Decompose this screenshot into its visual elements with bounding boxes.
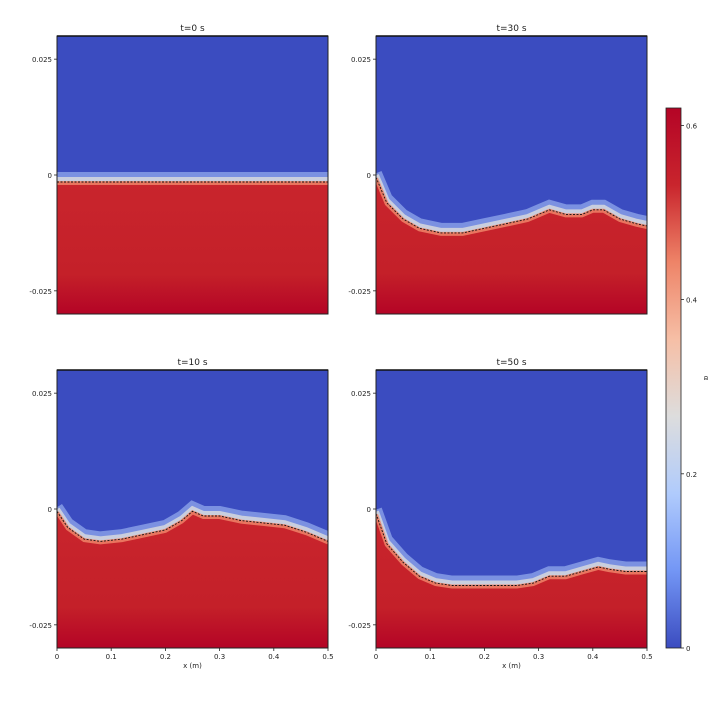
x-tick-label: 0.1 (106, 653, 117, 661)
x-tick-label: 0.3 (533, 653, 544, 661)
x-axis-label: x (m) (183, 662, 202, 670)
panel-3: t=10 s 0.025 0 -0.025 0 0.1 0.2 0.3 0.4 0.5 x (m) (29, 358, 333, 670)
x-tick-label: 0.2 (479, 653, 490, 661)
colorbar-tick-label: 0.6 (686, 122, 698, 130)
x-tick-label: 0.5 (322, 653, 333, 661)
x-tick-label: 0 (55, 653, 59, 661)
panel-title: t=50 s (496, 358, 526, 368)
x-tick-label: 0.3 (214, 653, 225, 661)
panel-title: t=10 s (177, 358, 207, 368)
panel-2: t=30 s 0.025 0 -0.025 (348, 24, 648, 315)
y-tick-label: 0.025 (32, 56, 52, 64)
y-tick-label: 0.025 (32, 390, 52, 398)
interface-white-band (376, 174, 647, 234)
x-tick-label: 0.1 (425, 653, 436, 661)
y-tick-label: 0 (48, 172, 52, 180)
colorbar-tick-label: 0.4 (686, 297, 698, 305)
interface-line (376, 177, 647, 234)
interface-orange-band (376, 513, 647, 589)
y-tick-label: 0.025 (351, 390, 371, 398)
lower-region (57, 511, 328, 648)
panel-title: t=0 s (180, 24, 205, 34)
colorbar: 0 0.2 0.4 0.6 α (665, 107, 710, 653)
y-tick-label: -0.025 (29, 622, 52, 630)
x-tick-label: 0.4 (587, 653, 599, 661)
interface-line (376, 513, 647, 586)
colorbar-label: α (702, 376, 710, 381)
interface-white-band (376, 510, 647, 587)
interface-orange-band (376, 177, 647, 236)
x-tick-label: 0.4 (268, 653, 280, 661)
x-axis-label: x (m) (502, 662, 521, 670)
lower-region (57, 182, 328, 314)
panel-4: t=50 s 0.025 0 -0.025 0 0.1 0.2 0.3 0.4 0.5 x (m) (348, 358, 652, 670)
panel-title: t=30 s (496, 24, 526, 34)
x-tick-label: 0.2 (160, 653, 171, 661)
y-tick-label: -0.025 (29, 288, 52, 296)
colorbar-tick-label: 0.2 (686, 471, 697, 479)
lower-region (376, 513, 647, 648)
lower-region (376, 177, 647, 314)
colorbar-tick-label: 0 (686, 645, 690, 653)
x-tick-label: 0.5 (641, 653, 652, 661)
y-tick-label: 0 (367, 172, 371, 180)
y-tick-label: -0.025 (348, 622, 371, 630)
colorbar-gradient (665, 107, 682, 649)
x-tick-label: 0 (374, 653, 378, 661)
interface-orange-band (57, 509, 328, 545)
interface-line (57, 510, 328, 542)
panel-1: t=0 s 0.025 0 -0.025 (29, 24, 329, 315)
y-tick-label: -0.025 (348, 288, 371, 296)
interface-white-band (57, 505, 328, 543)
y-tick-label: 0.025 (351, 56, 371, 64)
y-tick-label: 0 (48, 506, 52, 514)
y-tick-label: 0 (367, 506, 371, 514)
